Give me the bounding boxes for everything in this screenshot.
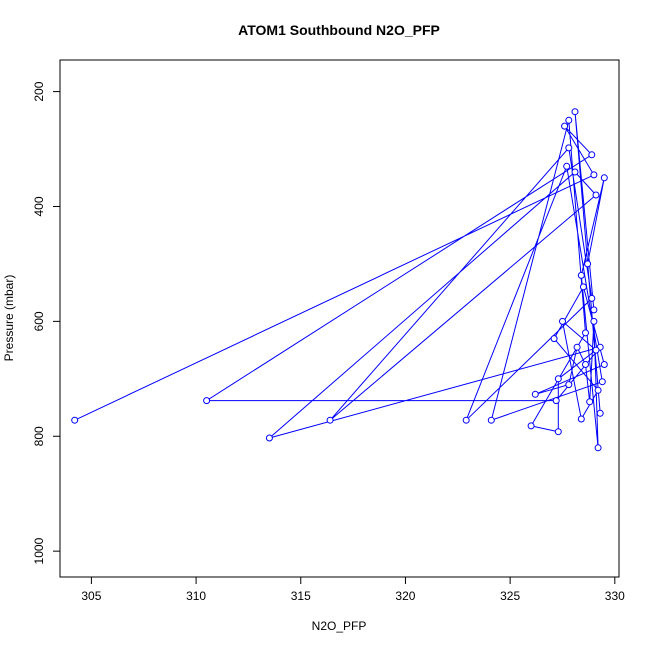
data-point bbox=[565, 116, 573, 124]
y-tick-label: 1000 bbox=[32, 537, 46, 564]
data-point bbox=[590, 171, 598, 179]
y-axis-label: Pressure (mbar) bbox=[2, 275, 16, 362]
data-point bbox=[588, 294, 596, 302]
data-point bbox=[203, 397, 211, 405]
data-point bbox=[582, 361, 589, 368]
data-point bbox=[579, 283, 587, 291]
data-point bbox=[577, 415, 585, 423]
data-point bbox=[596, 409, 604, 417]
chart-title: ATOM1 Southbound N2O_PFP bbox=[238, 22, 440, 38]
data-point bbox=[71, 416, 79, 424]
data-point bbox=[573, 343, 581, 351]
data-point bbox=[577, 271, 585, 279]
x-axis-label: N2O_PFP bbox=[312, 619, 367, 633]
data-point bbox=[590, 317, 598, 325]
y-tick-label: 800 bbox=[32, 426, 46, 446]
x-tick-label: 305 bbox=[81, 589, 101, 603]
data-point bbox=[594, 444, 602, 452]
data-point bbox=[554, 428, 562, 436]
data-point bbox=[571, 108, 579, 116]
data-point bbox=[462, 416, 470, 424]
data-point bbox=[487, 416, 495, 424]
data-point bbox=[527, 422, 535, 430]
x-tick-label: 310 bbox=[186, 589, 206, 603]
data-point bbox=[531, 390, 539, 398]
data-point bbox=[590, 306, 598, 314]
data-point bbox=[326, 416, 334, 424]
data-point bbox=[592, 191, 600, 199]
x-tick-label: 315 bbox=[291, 589, 311, 603]
data-point bbox=[563, 162, 571, 170]
data-point bbox=[586, 398, 594, 406]
x-axis: 305 310 315 320 325 330 bbox=[81, 576, 625, 603]
data-point bbox=[571, 168, 579, 176]
plot-area bbox=[59, 59, 620, 578]
data-point bbox=[554, 375, 562, 383]
data-point bbox=[600, 361, 608, 368]
data-point bbox=[552, 397, 560, 405]
data-point bbox=[561, 122, 569, 130]
data-point bbox=[584, 260, 592, 268]
data-point bbox=[565, 144, 573, 152]
y-tick-label: 600 bbox=[32, 311, 46, 331]
data-point bbox=[600, 174, 608, 182]
data-point bbox=[588, 151, 596, 159]
data-point bbox=[594, 386, 602, 394]
x-tick-label: 325 bbox=[500, 589, 520, 603]
data-point bbox=[559, 317, 566, 325]
series-line bbox=[74, 111, 605, 448]
y-axis: 200 400 600 800 1000 bbox=[32, 81, 61, 564]
data-point bbox=[598, 378, 606, 386]
data-point bbox=[592, 346, 600, 354]
data-point bbox=[550, 335, 558, 343]
data-point bbox=[565, 381, 573, 389]
plot-frame bbox=[59, 59, 620, 578]
x-tick-label: 330 bbox=[605, 589, 625, 603]
data-point bbox=[582, 329, 589, 337]
y-tick-label: 200 bbox=[32, 81, 46, 101]
y-tick-label: 400 bbox=[32, 196, 46, 216]
data-point bbox=[265, 434, 273, 442]
x-tick-label: 320 bbox=[395, 589, 415, 603]
